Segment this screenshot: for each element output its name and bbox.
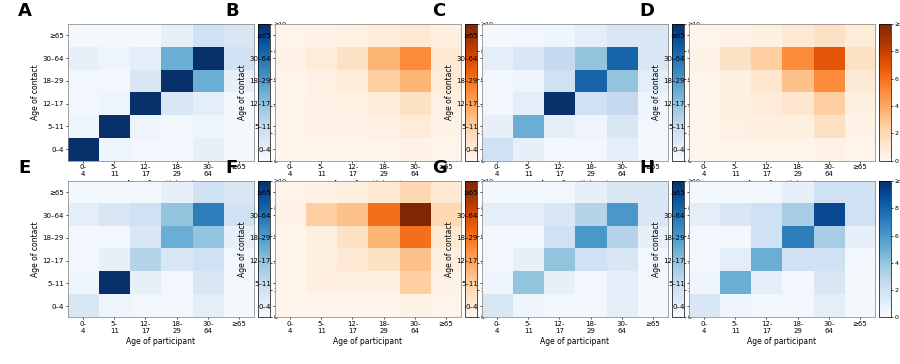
X-axis label: Age of participant: Age of participant [540,180,609,189]
Y-axis label: Age of contact: Age of contact [238,64,247,120]
Y-axis label: Age of contact: Age of contact [31,221,40,277]
Text: G: G [432,159,447,177]
Y-axis label: Age of contact: Age of contact [238,221,247,277]
X-axis label: Age of participant: Age of participant [126,337,195,346]
X-axis label: Age of participant: Age of participant [540,337,609,346]
X-axis label: Age of participant: Age of participant [747,180,816,189]
Y-axis label: Age of contact: Age of contact [445,221,454,277]
X-axis label: Age of participant: Age of participant [126,180,195,189]
X-axis label: Age of participant: Age of participant [333,337,402,346]
Y-axis label: Age of contact: Age of contact [652,221,661,277]
Text: C: C [432,3,446,20]
Text: E: E [18,159,31,177]
Y-axis label: Age of contact: Age of contact [652,64,661,120]
Y-axis label: Age of contact: Age of contact [31,64,40,120]
Text: F: F [225,159,238,177]
Text: H: H [639,159,654,177]
Text: D: D [639,3,654,20]
Text: B: B [225,3,238,20]
X-axis label: Age of participant: Age of participant [333,180,402,189]
X-axis label: Age of participant: Age of participant [747,337,816,346]
Y-axis label: Age of contact: Age of contact [445,64,454,120]
Text: A: A [18,3,32,20]
